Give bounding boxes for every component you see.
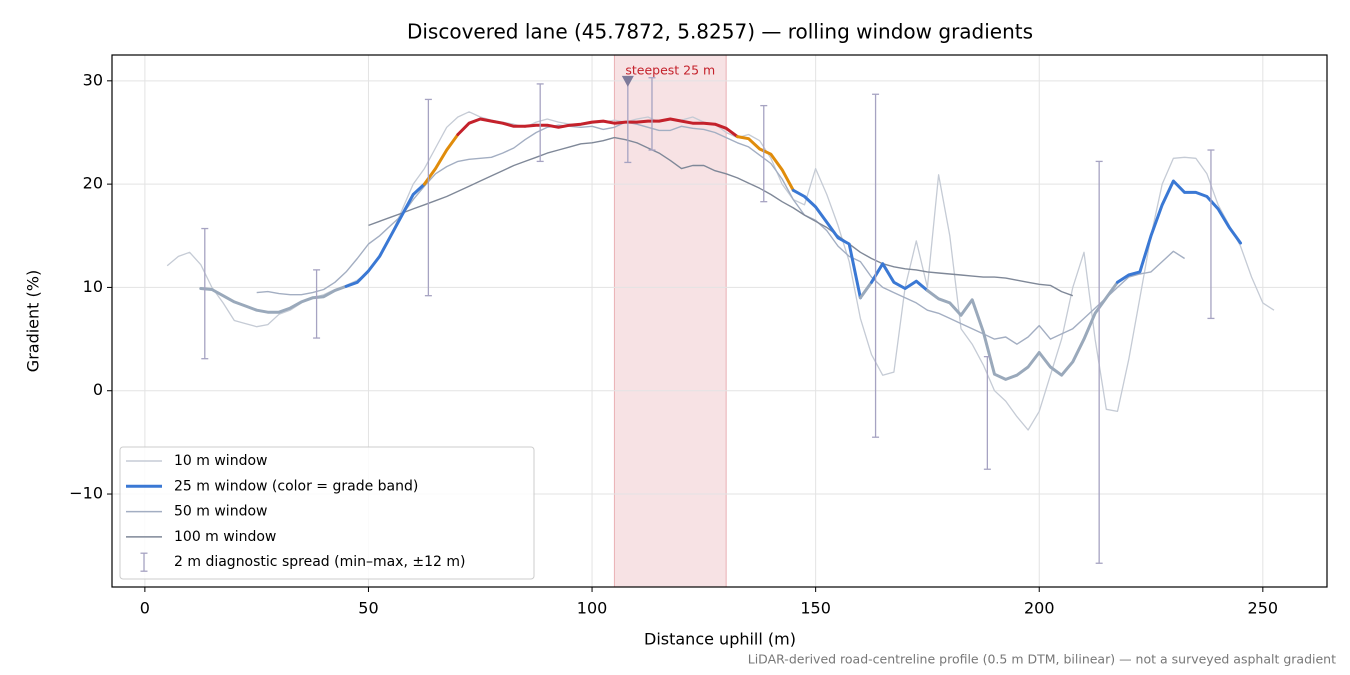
error-bar — [313, 269, 321, 339]
series-line — [256, 121, 1185, 345]
legend-box — [119, 446, 535, 580]
error-bar — [648, 77, 656, 151]
series-line-segment — [858, 280, 873, 300]
series-line-segment — [791, 188, 862, 300]
y-tick-label: 20 — [83, 174, 103, 193]
series-line-segment — [925, 280, 1119, 381]
legend-label: 10 m window — [174, 453, 267, 469]
series-line — [368, 136, 1074, 297]
x-axis-label: Distance uphill (m) — [644, 630, 796, 649]
error-bar — [1207, 149, 1215, 320]
y-tick-label: 10 — [83, 277, 103, 296]
series-line-segment — [735, 135, 795, 192]
error-bar — [1095, 160, 1103, 564]
legend-label: 50 m window — [174, 504, 267, 520]
legend-label: 2 m diagnostic spread (min–max, ±12 m) — [174, 554, 465, 570]
footnote: LiDAR-derived road-centreline profile (0… — [748, 652, 1336, 667]
error-bar — [201, 227, 209, 360]
series-line-segment — [199, 284, 348, 314]
series-line-segment — [456, 117, 739, 139]
x-tick-label: 200 — [1024, 599, 1055, 618]
y-tick-label: 30 — [83, 70, 103, 89]
error-bar — [424, 98, 432, 297]
plot-frame — [111, 54, 1328, 588]
steepest-marker — [621, 75, 634, 87]
error-bar — [872, 93, 880, 438]
y-axis-label: Gradient (%) — [24, 270, 43, 372]
y-tick-label: −10 — [69, 484, 103, 503]
error-bar — [983, 355, 991, 470]
x-tick-label: 0 — [140, 599, 150, 618]
chart-title: Discovered lane (45.7872, 5.8257) — roll… — [407, 20, 1033, 44]
legend-label: 100 m window — [174, 529, 276, 545]
x-tick-label: 250 — [1248, 599, 1279, 618]
legend-swatch — [140, 552, 148, 572]
error-bar — [760, 104, 768, 203]
x-tick-label: 100 — [577, 599, 608, 618]
highlight-span — [613, 54, 727, 588]
y-tick-label: 0 — [93, 380, 103, 399]
x-tick-label: 50 — [358, 599, 378, 618]
error-bar — [536, 83, 544, 163]
series-line-segment — [870, 262, 929, 292]
series-line-segment — [1116, 179, 1242, 284]
highlight-label: steepest 25 m — [625, 63, 715, 78]
series-line-segment — [344, 182, 426, 288]
x-tick-label: 150 — [800, 599, 831, 618]
series-line-segment — [422, 133, 460, 186]
legend-label: 25 m window (color = grade band) — [174, 478, 418, 494]
